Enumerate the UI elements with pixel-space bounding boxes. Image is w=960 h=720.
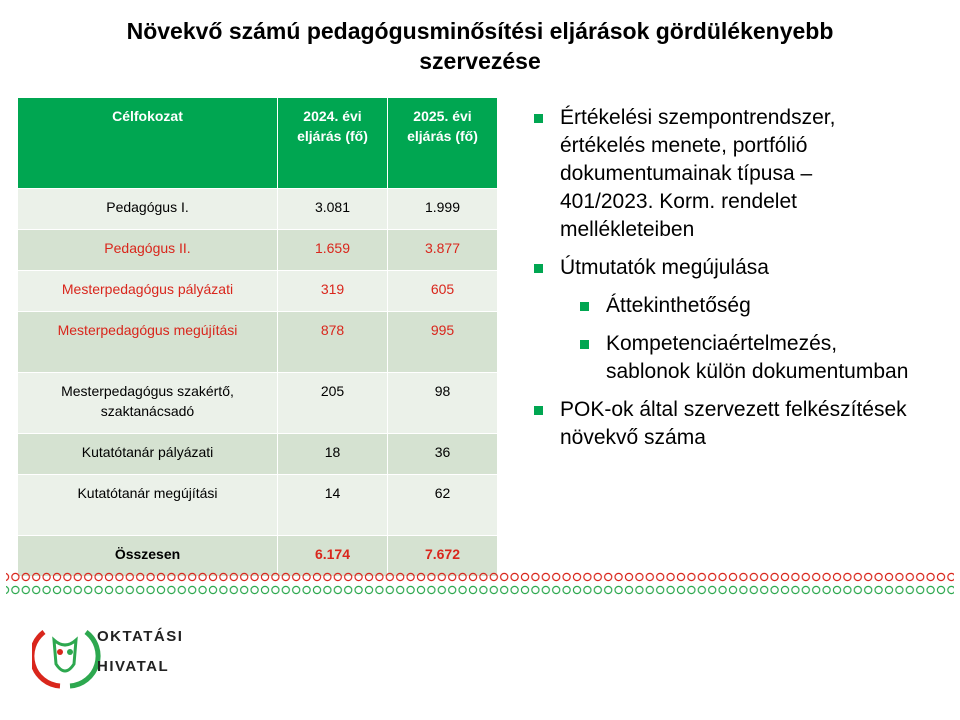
logo-mark [32,629,101,689]
cell: 319 [277,270,388,312]
slide-title: Növekvő számú pedagógusminősítési eljárá… [126,18,834,74]
cell: 878 [277,311,388,373]
cell: 18 [277,433,388,475]
logo-arc [32,629,61,689]
cell: 62 [387,474,498,536]
row: Mesterpedagógus pályázati 319 605 [17,270,498,312]
cell: Mesterpedagógus pályázati [17,270,278,312]
header-row: Célfokozat 2024. évi eljárás (fő) 2025. … [17,97,498,189]
cell: Mesterpedagógus megújítási [17,311,278,373]
row: Mesterpedagógus szakértő, szaktanácsadó 2… [17,372,498,434]
ornament [6,568,954,600]
bullet: Útmutatók megújulása [530,254,910,282]
cell: Pedagógus I. [17,188,278,230]
cell: 3.877 [387,229,498,271]
cell: Kutatótanár megújítási [17,474,278,536]
bullet: POK-ok által szervezett felkészítések nö… [530,396,910,452]
logo-text: OKTATÁSI HIVATAL [97,622,183,682]
cell: 3.081 [277,188,388,230]
row: Pedagógus I. 3.081 1.999 [17,188,498,230]
bullet-list: Értékelési szempontrendszer, értékelés m… [530,104,910,462]
row: Kutatótanár megújítási 14 62 [17,474,498,536]
logo-line: OKTATÁSI [97,628,184,645]
cell: 1.999 [387,188,498,230]
header-cell: Célfokozat [17,97,278,189]
logo-arc [69,629,101,689]
cell: 205 [277,372,388,434]
header-cell: 2025. évi eljárás (fő) [387,97,498,189]
cell: 36 [387,433,498,475]
cell: Pedagógus II. [17,229,278,271]
data-table: Célfokozat 2024. évi eljárás (fő) 2025. … [17,97,498,577]
logo-owl [52,636,78,673]
cell: 995 [387,311,498,373]
bullet: Értékelési szempontrendszer, értékelés m… [530,104,910,244]
row: Kutatótanár pályázati 18 36 [17,433,498,475]
sub-bullet: Kompetenciaértelmezés, sablonok külön do… [576,330,910,386]
cell: 1.659 [277,229,388,271]
cell: 605 [387,270,498,312]
header-cell: 2024. évi eljárás (fő) [277,97,388,189]
ornament-border [6,568,954,600]
logo-line: HIVATAL [97,658,170,675]
logo-eye [57,649,63,655]
row: Pedagógus II. 1.659 3.877 [17,229,498,271]
cell: 14 [277,474,388,536]
logo-eye [67,649,73,655]
cell: Kutatótanár pályázati [17,433,278,475]
sub-bullet: Áttekinthetőség [576,292,910,320]
cell: 98 [387,372,498,434]
cell: Mesterpedagógus szakértő, szaktanácsadó [17,372,278,434]
row: Mesterpedagógus megújítási 878 995 [17,311,498,373]
